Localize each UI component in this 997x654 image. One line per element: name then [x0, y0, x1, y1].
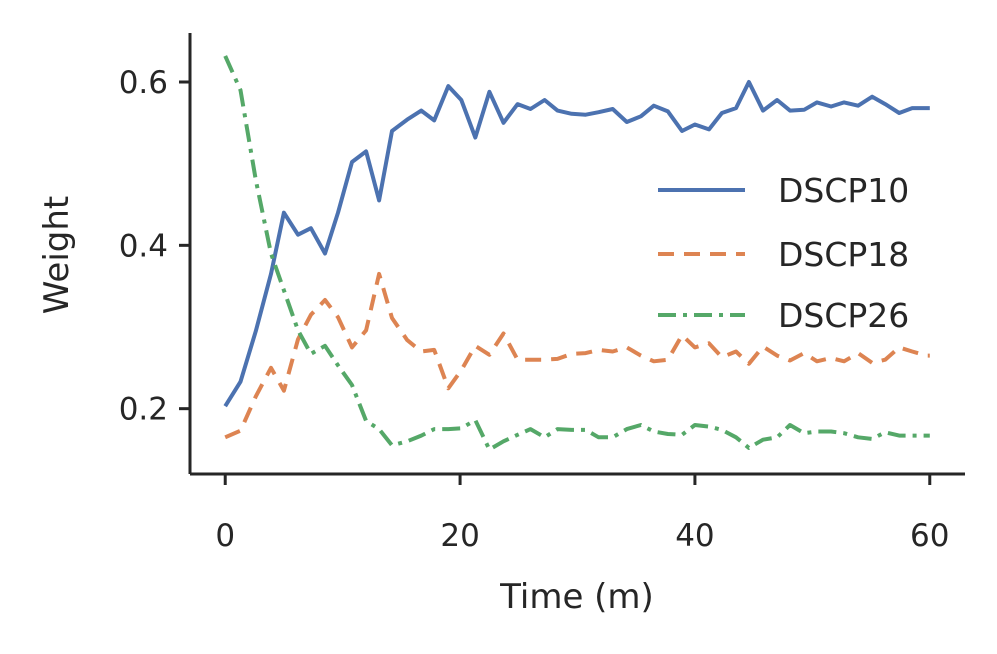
series-line-dscp26 — [223, 55, 930, 452]
legend-label-dscp26: DSCP26 — [778, 296, 909, 335]
series-lines — [223, 55, 930, 452]
series-line-dscp10 — [223, 80, 930, 408]
x-tick-label: 40 — [675, 518, 714, 554]
x-ticks: 0 20 40 60 — [215, 474, 949, 554]
x-axis-title: Time (m) — [499, 577, 654, 617]
y-ticks: 0.2 0.4 0.6 — [119, 65, 190, 428]
legend: DSCP10 DSCP18 DSCP26 — [658, 171, 909, 335]
y-tick-label: 0.6 — [119, 65, 168, 101]
x-tick-label: 20 — [440, 518, 479, 554]
y-tick-label: 0.2 — [119, 392, 168, 428]
axes — [188, 33, 965, 476]
series-line-dscp18 — [224, 271, 930, 440]
legend-label-dscp18: DSCP18 — [778, 235, 909, 274]
y-tick-label: 0.4 — [119, 228, 168, 264]
y-axis-title: Weight — [37, 196, 77, 314]
x-tick-label: 0 — [215, 518, 235, 554]
legend-label-dscp10: DSCP10 — [778, 171, 909, 210]
x-tick-label: 60 — [910, 518, 949, 554]
